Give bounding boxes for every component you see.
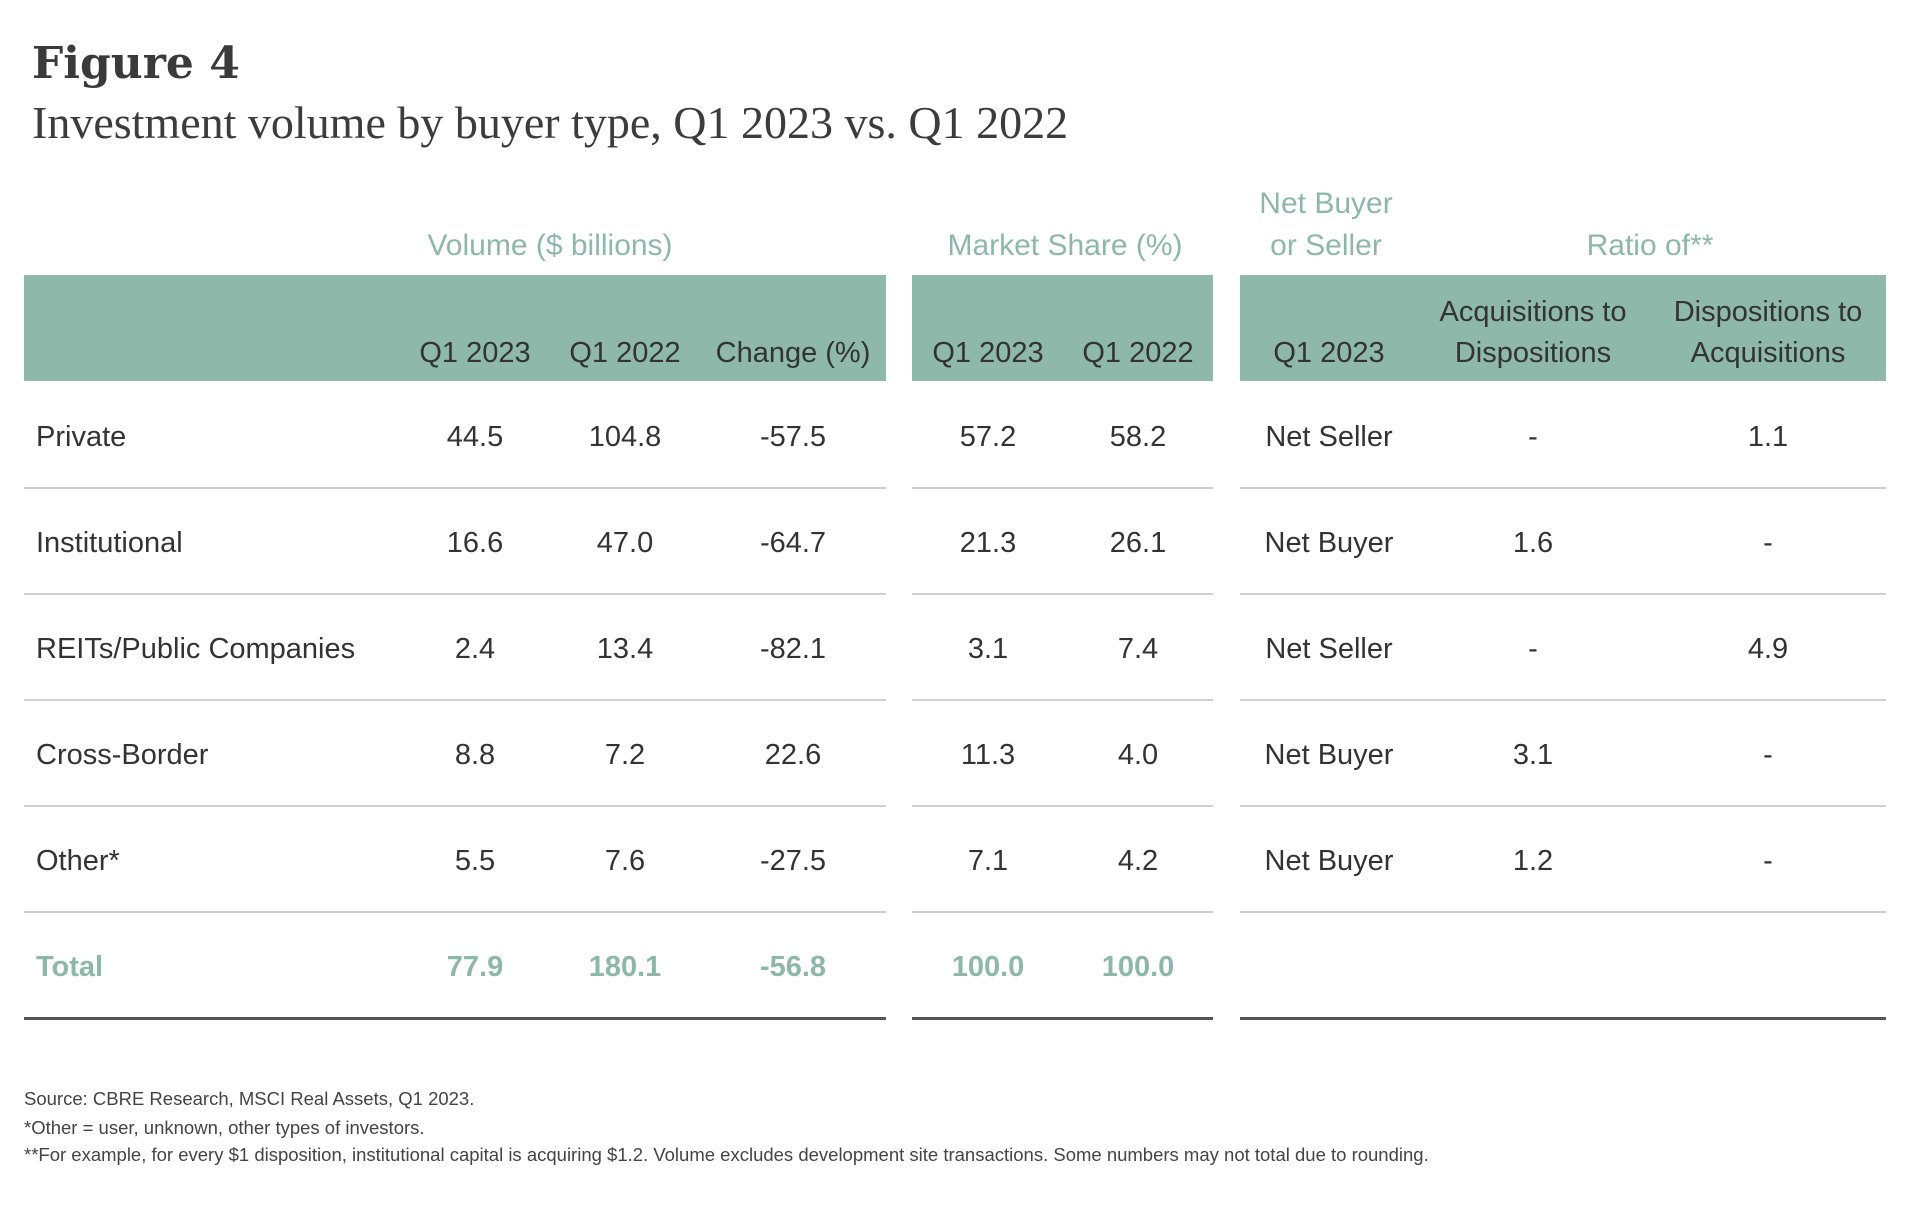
cell-vol-q1-2023: 2.4 — [454, 633, 496, 665]
cell-vol-change: -64.7 — [759, 527, 827, 559]
ratio-footnote: **For example, for every $1 disposition,… — [24, 1144, 1429, 1165]
cell-vol-q1-2022: 13.4 — [596, 633, 654, 665]
cell-vol-change: -57.5 — [759, 421, 827, 453]
table-bottom-rule — [1240, 1017, 1886, 1020]
header-band-market-share — [912, 275, 1213, 381]
group-header-market-share: Market Share (%) — [947, 229, 1183, 262]
header-band-net-ratio — [1240, 275, 1886, 381]
cell-net-status: Net Seller — [1265, 421, 1393, 453]
cell-ms-q1-2022: 26.1 — [1109, 527, 1167, 559]
cell-label: REITs/Public Companies — [36, 633, 356, 665]
table-bottom-rule — [24, 1017, 886, 1020]
col-header-ms-q1-2023: Q1 2023 — [932, 337, 1044, 369]
cell-ms-q1-2022: 7.4 — [1117, 633, 1159, 665]
row-divider — [24, 699, 886, 701]
row-divider — [1240, 805, 1886, 807]
cell-label: Institutional — [36, 527, 183, 559]
cell-vol-change: -56.8 — [759, 951, 827, 983]
col-header-acq-to-disp: Acquisitions to Dispositions — [1439, 296, 1627, 369]
cell-net-status: Net Buyer — [1264, 845, 1394, 877]
cell-ms-q1-2022: 58.2 — [1109, 421, 1167, 453]
cell-net-status: Net Seller — [1265, 633, 1393, 665]
cell-disp-to-acq: 1.1 — [1747, 421, 1789, 453]
cell-acq-to-disp: - — [1528, 633, 1538, 665]
cell-label: Total — [36, 951, 104, 983]
row-divider — [1240, 487, 1886, 489]
cell-vol-q1-2023: 5.5 — [454, 845, 496, 877]
col-header-vol-q1-2022: Q1 2022 — [569, 337, 681, 369]
row-divider — [912, 699, 1213, 701]
cell-acq-to-disp: 3.1 — [1512, 739, 1554, 771]
header-band-volume — [24, 275, 886, 381]
cell-acq-to-disp: - — [1528, 421, 1538, 453]
cell-vol-q1-2023: 8.8 — [454, 739, 496, 771]
cell-vol-change: -27.5 — [759, 845, 827, 877]
table-bottom-rule — [912, 1017, 1213, 1020]
cell-vol-q1-2022: 180.1 — [588, 951, 662, 983]
cell-acq-to-disp: 1.6 — [1512, 527, 1554, 559]
col-header-ms-q1-2022: Q1 2022 — [1082, 337, 1194, 369]
row-divider — [24, 805, 886, 807]
group-header-volume: Volume ($ billions) — [427, 229, 673, 262]
col-header-net-q1-2023: Q1 2023 — [1273, 337, 1385, 369]
cell-vol-q1-2023: 44.5 — [446, 421, 504, 453]
cell-disp-to-acq: - — [1763, 527, 1773, 559]
cell-vol-q1-2022: 7.6 — [604, 845, 646, 877]
cell-vol-q1-2023: 77.9 — [446, 951, 504, 983]
cell-ms-q1-2023: 57.2 — [959, 421, 1017, 453]
cell-vol-q1-2022: 104.8 — [588, 421, 662, 453]
cell-vol-change: 22.6 — [764, 739, 822, 771]
row-divider — [1240, 699, 1886, 701]
cell-ms-q1-2022: 100.0 — [1101, 951, 1175, 983]
figure-title: Investment volume by buyer type, Q1 2023… — [32, 97, 1069, 148]
figure-label: Figure 4 — [32, 38, 240, 89]
cell-net-status: Net Buyer — [1264, 527, 1394, 559]
cell-label: Cross-Border — [36, 739, 209, 771]
cell-ms-q1-2022: 4.2 — [1117, 845, 1159, 877]
col-header-vol-q1-2023: Q1 2023 — [419, 337, 531, 369]
other-footnote: *Other = user, unknown, other types of i… — [24, 1117, 425, 1138]
cell-acq-to-disp: 1.2 — [1512, 845, 1554, 877]
cell-ms-q1-2023: 21.3 — [959, 527, 1017, 559]
col-header-disp-to-acq: Dispositions to Acquisitions — [1673, 296, 1863, 369]
row-divider — [24, 487, 886, 489]
row-divider — [912, 805, 1213, 807]
group-header-net: Net Buyer or Seller — [1259, 187, 1393, 262]
row-divider — [1240, 593, 1886, 595]
cell-vol-q1-2022: 47.0 — [596, 527, 654, 559]
cell-ms-q1-2023: 7.1 — [967, 845, 1009, 877]
cell-disp-to-acq: 4.9 — [1747, 633, 1789, 665]
row-divider — [912, 487, 1213, 489]
cell-ms-q1-2023: 11.3 — [960, 739, 1016, 771]
cell-disp-to-acq: - — [1763, 739, 1773, 771]
cell-disp-to-acq: - — [1763, 845, 1773, 877]
row-divider — [1240, 911, 1886, 913]
group-header-ratio: Ratio of** — [1586, 229, 1714, 262]
cell-ms-q1-2023: 100.0 — [951, 951, 1025, 983]
cell-label: Private — [36, 421, 127, 453]
cell-ms-q1-2022: 4.0 — [1117, 739, 1159, 771]
source-note: Source: CBRE Research, MSCI Real Assets,… — [24, 1088, 475, 1109]
row-divider — [24, 593, 886, 595]
row-divider — [24, 911, 886, 913]
cell-label: Other* — [36, 845, 120, 877]
cell-vol-change: -82.1 — [759, 633, 827, 665]
col-header-vol-change: Change (%) — [715, 337, 871, 369]
cell-vol-q1-2023: 16.6 — [446, 527, 504, 559]
cell-ms-q1-2023: 3.1 — [967, 633, 1009, 665]
row-divider — [912, 911, 1213, 913]
cell-vol-q1-2022: 7.2 — [604, 739, 646, 771]
cell-net-status: Net Buyer — [1264, 739, 1394, 771]
row-divider — [912, 593, 1213, 595]
